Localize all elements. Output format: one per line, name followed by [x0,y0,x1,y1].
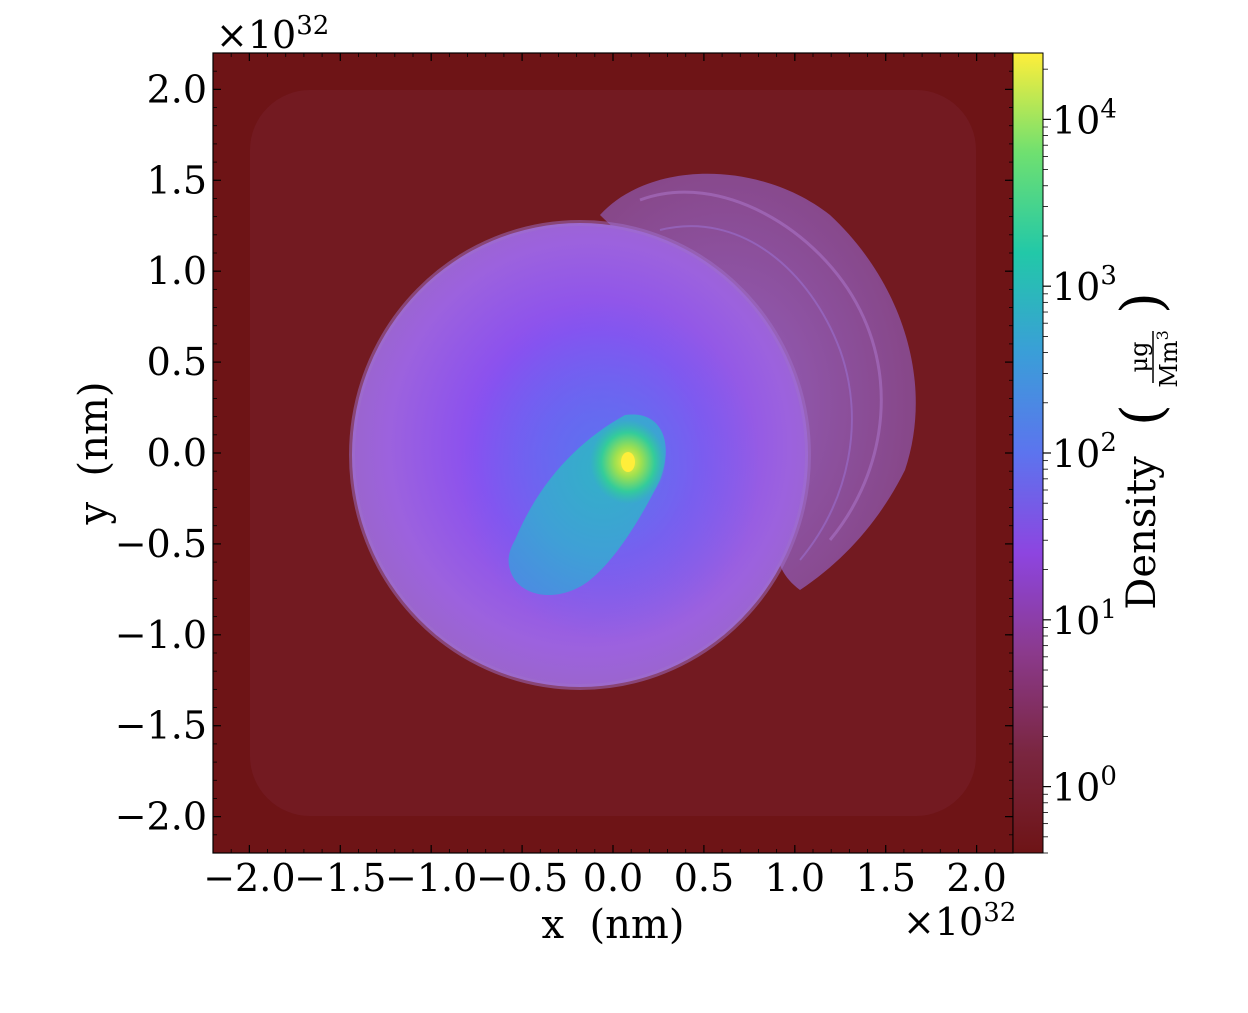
colorbar-tick-label: 101 [1052,595,1117,643]
colorbar-tick-label: 104 [1052,94,1117,142]
y-tick-label: −1.5 [115,704,207,748]
y-tick-label: 1.0 [147,249,207,293]
colorbar-tick-label: 100 [1052,762,1117,810]
x-tick-label: −0.5 [476,856,568,900]
colorbar-label: Density ( μg Mm3 ) [1110,292,1183,610]
outer-arc-ridge-2 [659,225,853,561]
outer-arc-shell [600,173,916,590]
x-tick-label: −1.0 [385,856,477,900]
x-tick-label: 0.5 [674,856,734,900]
core [621,452,635,472]
y-tick-label: 2.0 [147,67,207,111]
colorbar-tick-label: 103 [1052,261,1117,309]
colorbar [1012,52,1044,854]
y-tick-label: 0.0 [147,431,207,475]
y-tick-label: 0.5 [147,340,207,384]
x-tick-label: −2.0 [203,856,295,900]
colorbar-unit-denominator: Mm3 [1153,330,1183,388]
x-tick-label: 0.0 [583,856,643,900]
outer-arc-ridge [639,190,883,541]
plot-area [213,53,1013,853]
colorbar-unit-numerator: μg [1125,342,1153,373]
main-shell-rim [349,220,811,690]
x-ticks: −2.0−1.5−1.0−0.5 0.0 0.5 1.0 1.5 2.0 [203,53,1014,900]
x-tick-label: 1.5 [856,856,916,900]
y-tick-label: 1.5 [147,158,207,202]
colorbar-unit-open-paren: ( [1110,404,1175,426]
x-tick-label: −1.5 [294,856,386,900]
colorbar-label-text: Density [1119,456,1165,610]
x-tick-label: 2.0 [946,856,1006,900]
colorbar-tick-label: 102 [1052,428,1117,476]
y-axis-label: y (nm) [71,382,117,526]
y-tick-label: −0.5 [115,522,207,566]
colorbar-unit-close-paren: ) [1110,292,1175,314]
x-axis-label: x (nm) [542,902,685,948]
x-tick-label: 1.0 [765,856,825,900]
y-tick-label: −2.0 [115,795,207,839]
y-multiplier: ×1032 [216,11,329,57]
y-ticks: −2.0 −1.5 −1.0 −0.5 0.0 0.5 1.0 1.5 2.0 [115,52,1013,854]
colorbar-ticks: 100 101 102 103 104 [1043,68,1117,854]
x-multiplier: ×1032 [903,898,1016,944]
y-tick-label: −1.0 [115,613,207,657]
